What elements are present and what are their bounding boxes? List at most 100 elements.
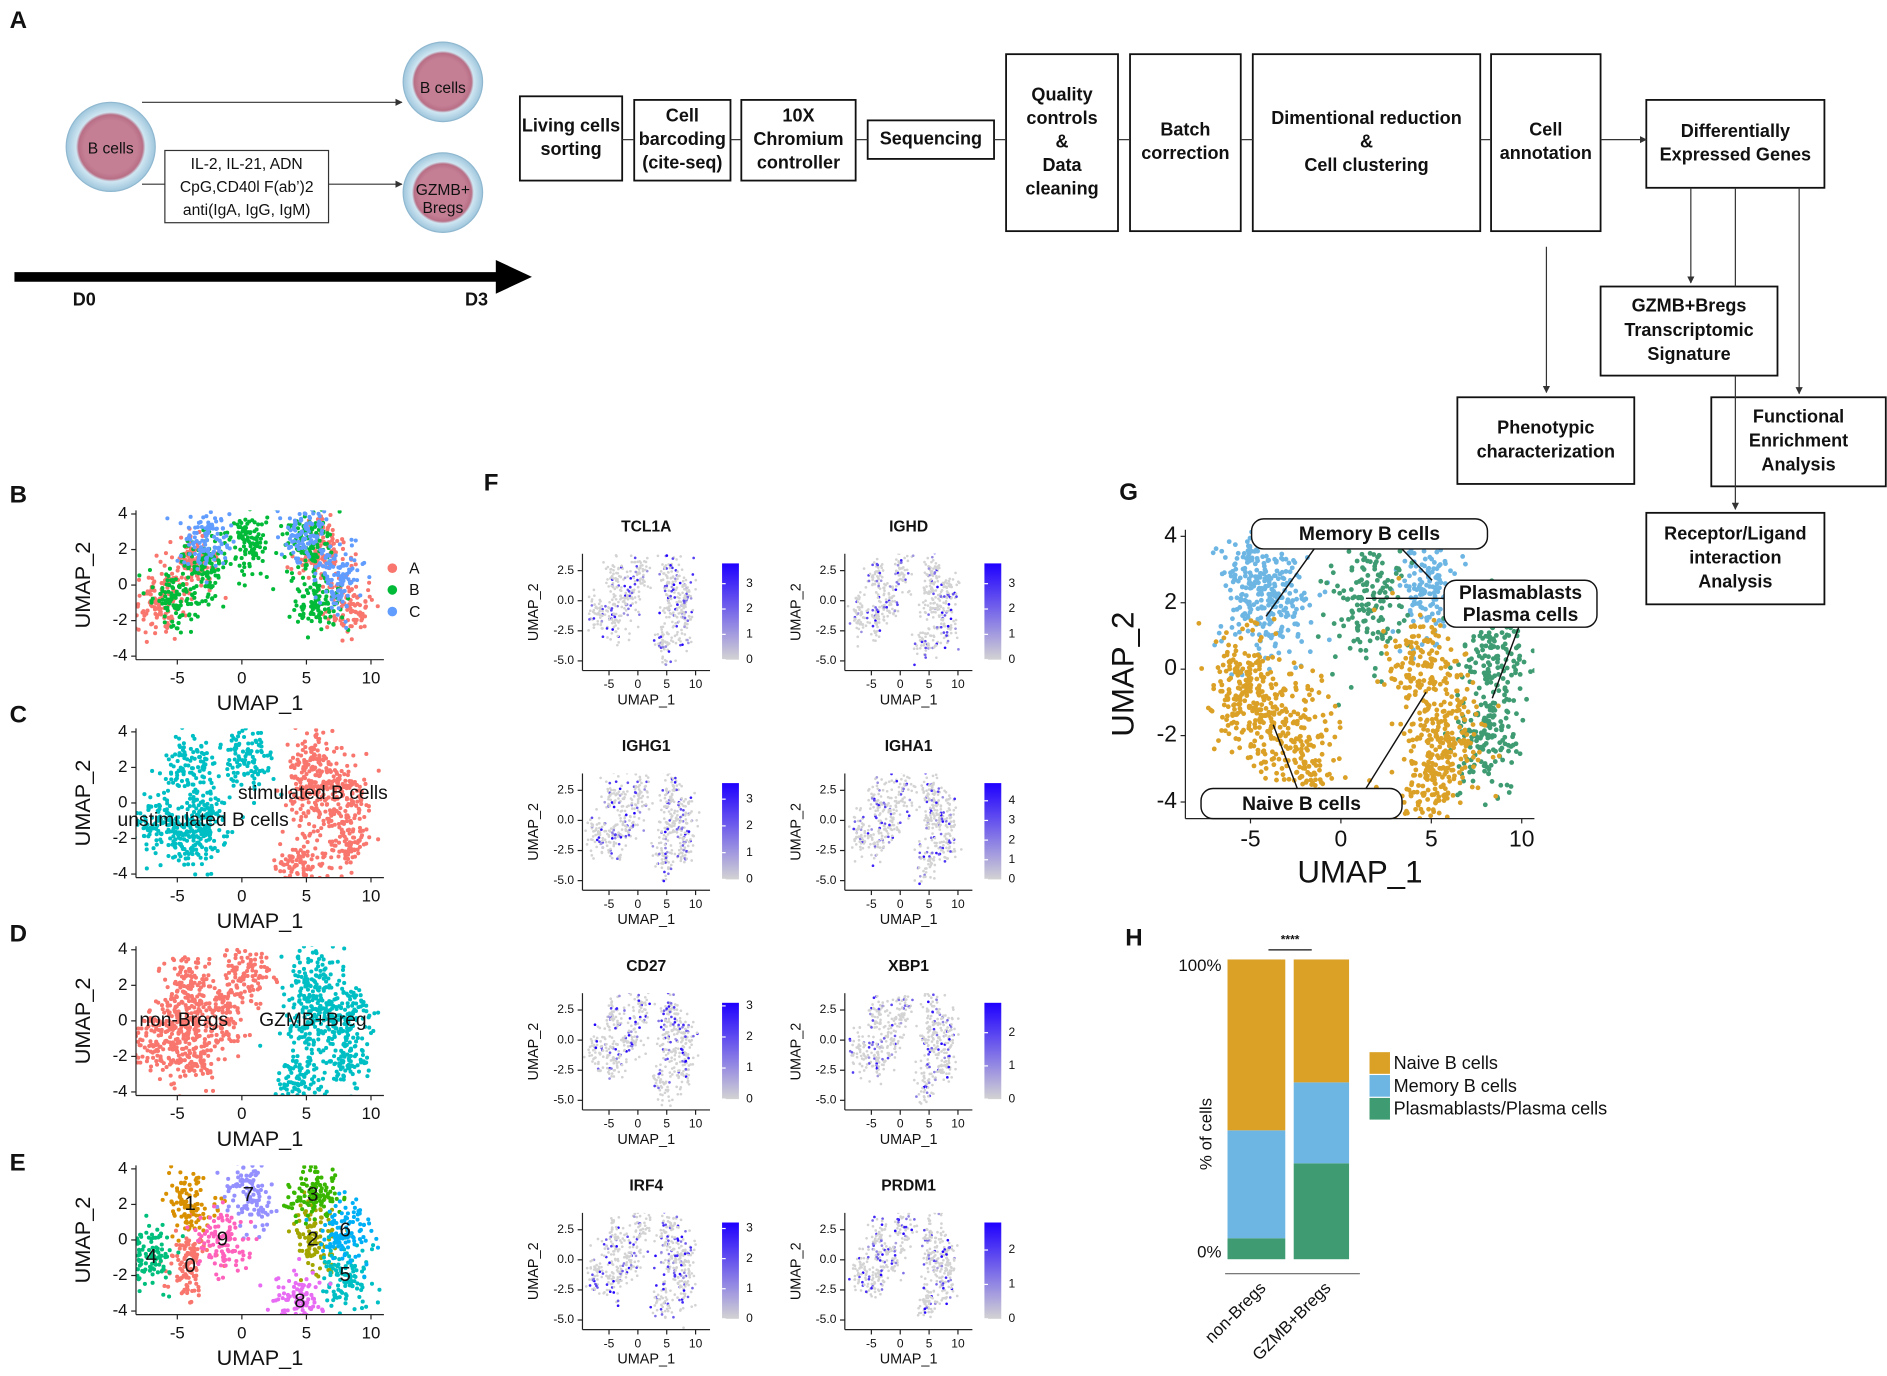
point bbox=[286, 525, 291, 530]
point bbox=[137, 1289, 142, 1294]
point bbox=[351, 753, 356, 758]
point bbox=[360, 828, 366, 833]
point bbox=[199, 1068, 204, 1073]
point bbox=[209, 780, 214, 786]
point bbox=[364, 1003, 369, 1008]
point bbox=[338, 1289, 343, 1294]
point bbox=[154, 553, 159, 558]
point bbox=[324, 1244, 330, 1249]
point bbox=[297, 1035, 302, 1040]
point bbox=[245, 764, 250, 769]
point bbox=[364, 803, 369, 808]
point bbox=[176, 1067, 181, 1072]
point bbox=[212, 845, 217, 851]
point bbox=[343, 1296, 348, 1301]
point bbox=[137, 573, 142, 578]
point bbox=[303, 976, 308, 981]
point bbox=[252, 957, 258, 962]
point bbox=[335, 612, 340, 617]
point bbox=[297, 948, 302, 953]
point bbox=[176, 768, 181, 773]
point bbox=[182, 1213, 187, 1218]
point bbox=[205, 1068, 210, 1073]
point bbox=[328, 614, 333, 619]
step-text: Batch bbox=[1160, 120, 1210, 140]
point bbox=[287, 536, 292, 541]
point bbox=[206, 1034, 211, 1039]
point bbox=[219, 1020, 224, 1025]
point bbox=[181, 1069, 186, 1074]
point bbox=[344, 604, 349, 609]
point bbox=[339, 745, 344, 750]
point bbox=[176, 620, 181, 626]
point bbox=[236, 978, 241, 983]
point bbox=[185, 849, 190, 855]
point bbox=[247, 561, 252, 566]
point bbox=[191, 796, 196, 802]
point bbox=[313, 1165, 318, 1167]
point bbox=[292, 1085, 297, 1090]
point bbox=[324, 1089, 329, 1094]
point bbox=[334, 771, 340, 776]
point bbox=[164, 753, 169, 758]
point bbox=[247, 1251, 252, 1256]
point bbox=[318, 619, 323, 624]
point bbox=[336, 606, 341, 611]
point bbox=[170, 842, 175, 847]
point bbox=[317, 985, 322, 990]
point bbox=[342, 1190, 347, 1195]
point bbox=[178, 603, 183, 608]
x-tick-label: 0 bbox=[237, 1323, 246, 1342]
point bbox=[209, 871, 214, 876]
point bbox=[182, 784, 187, 789]
point bbox=[180, 1000, 185, 1005]
point bbox=[302, 511, 307, 516]
point bbox=[352, 593, 357, 598]
point bbox=[198, 759, 203, 764]
point bbox=[221, 834, 227, 839]
point bbox=[221, 604, 226, 609]
point bbox=[292, 1268, 297, 1273]
point bbox=[312, 753, 317, 758]
point bbox=[286, 1080, 291, 1085]
point bbox=[325, 581, 330, 586]
point bbox=[196, 1293, 201, 1298]
point bbox=[218, 1037, 223, 1042]
point bbox=[306, 1086, 312, 1091]
point bbox=[207, 832, 213, 837]
point bbox=[290, 867, 295, 872]
point bbox=[349, 624, 354, 629]
point bbox=[143, 1261, 148, 1266]
point bbox=[309, 610, 314, 615]
point bbox=[223, 1231, 228, 1236]
point bbox=[225, 1016, 230, 1021]
point bbox=[342, 752, 347, 757]
point bbox=[331, 1244, 336, 1249]
point bbox=[295, 896, 299, 900]
point bbox=[309, 1292, 314, 1298]
point bbox=[353, 562, 358, 567]
cluster-label: 2 bbox=[307, 1227, 318, 1250]
point bbox=[159, 1027, 164, 1032]
point bbox=[175, 605, 180, 610]
y-tick-label: 2 bbox=[118, 1194, 127, 1213]
point bbox=[215, 848, 220, 854]
point bbox=[259, 964, 264, 969]
point bbox=[197, 809, 202, 814]
point bbox=[171, 834, 176, 839]
point bbox=[188, 629, 194, 634]
point bbox=[264, 955, 269, 960]
point bbox=[175, 568, 180, 573]
point bbox=[242, 1033, 248, 1038]
y-tick-label: -2 bbox=[113, 1046, 128, 1065]
point bbox=[194, 824, 200, 829]
point bbox=[293, 1281, 298, 1286]
point bbox=[184, 1236, 189, 1241]
point bbox=[284, 1297, 289, 1302]
point bbox=[141, 1018, 146, 1023]
point bbox=[216, 1057, 221, 1062]
point bbox=[304, 786, 309, 791]
point bbox=[287, 997, 292, 1003]
point bbox=[177, 980, 182, 985]
point bbox=[188, 758, 193, 763]
